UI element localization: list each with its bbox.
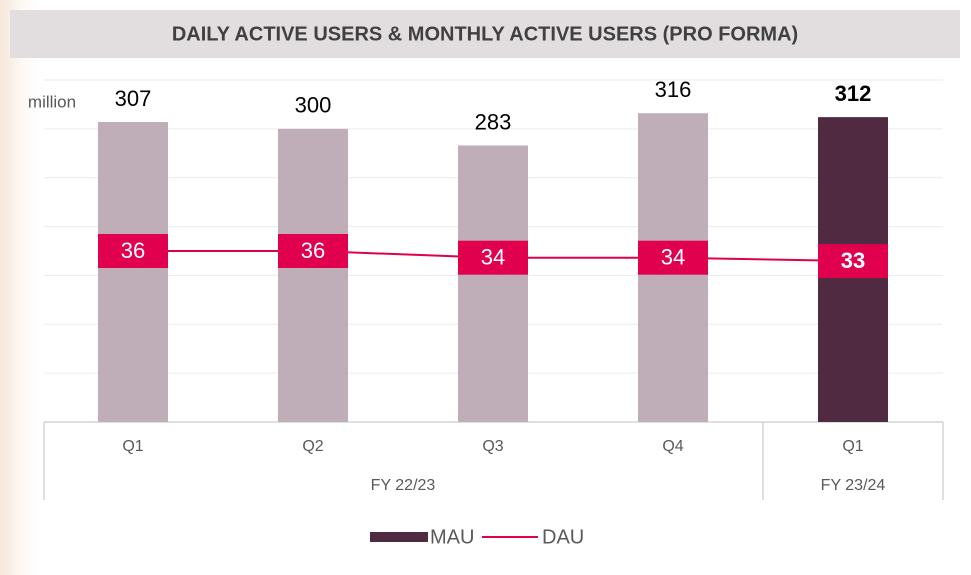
bar [458,145,528,422]
dau-value-label: 36 [121,238,145,263]
bar-value-label: 307 [115,86,152,111]
dau-value-label: 36 [301,238,325,263]
legend-label: DAU [542,526,584,548]
x-tick-label: Q4 [662,438,683,455]
chart-title: DAILY ACTIVE USERS & MONTHLY ACTIVE USER… [172,23,798,45]
x-tick-label: Q3 [482,438,503,455]
dau-value-label: 34 [661,245,685,270]
bar-value-label: 283 [475,109,512,134]
group-label: FY 23/24 [821,477,886,494]
x-tick-label: Q1 [122,438,143,455]
dau-label-box [638,240,708,275]
title-bar [10,10,960,58]
y-axis-label: million [28,92,76,111]
bar [98,122,168,422]
group-label: FY 22/23 [371,477,436,494]
bar [278,128,348,422]
bar-value-label: 300 [295,93,332,118]
dau-label-box [278,234,348,268]
legend-label: MAU [430,526,474,548]
dau-label-box [458,240,528,275]
x-tick-label: Q1 [842,438,863,455]
x-tick-label: Q2 [302,438,323,455]
bar-value-label: 316 [655,77,692,102]
bar-value-label: 312 [835,81,872,106]
dau-value-label: 33 [841,248,865,273]
dau-label-box [818,244,888,279]
dau-label-box [98,234,168,268]
legend-swatch [370,532,428,542]
dau-value-label: 34 [481,245,505,270]
